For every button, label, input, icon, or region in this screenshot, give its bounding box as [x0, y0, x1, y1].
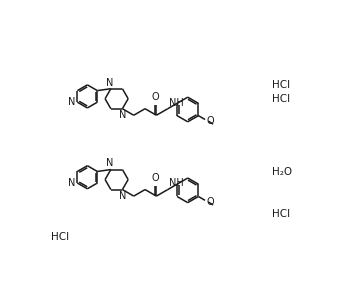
Text: HCl: HCl: [51, 231, 69, 242]
Text: HCl: HCl: [272, 94, 290, 104]
Text: N: N: [106, 158, 114, 168]
Text: HCl: HCl: [272, 209, 290, 219]
Text: N: N: [68, 97, 76, 107]
Text: N: N: [119, 110, 127, 120]
Text: NH: NH: [168, 178, 183, 188]
Text: N: N: [119, 191, 127, 201]
Text: N: N: [68, 178, 76, 188]
Text: O: O: [207, 116, 214, 126]
Text: O: O: [207, 197, 214, 207]
Text: HCl: HCl: [272, 80, 290, 90]
Text: NH: NH: [168, 97, 183, 108]
Text: O: O: [152, 92, 160, 102]
Text: N: N: [106, 77, 114, 88]
Text: H₂O: H₂O: [272, 167, 292, 177]
Text: O: O: [152, 173, 160, 183]
